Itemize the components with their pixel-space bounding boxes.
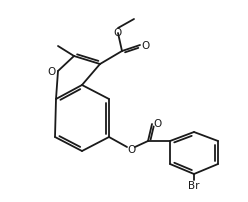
Text: O: O <box>153 118 161 128</box>
Text: O: O <box>47 67 55 77</box>
Text: O: O <box>114 28 122 38</box>
Text: Br: Br <box>188 180 200 190</box>
Text: O: O <box>142 41 150 51</box>
Text: O: O <box>127 144 135 154</box>
